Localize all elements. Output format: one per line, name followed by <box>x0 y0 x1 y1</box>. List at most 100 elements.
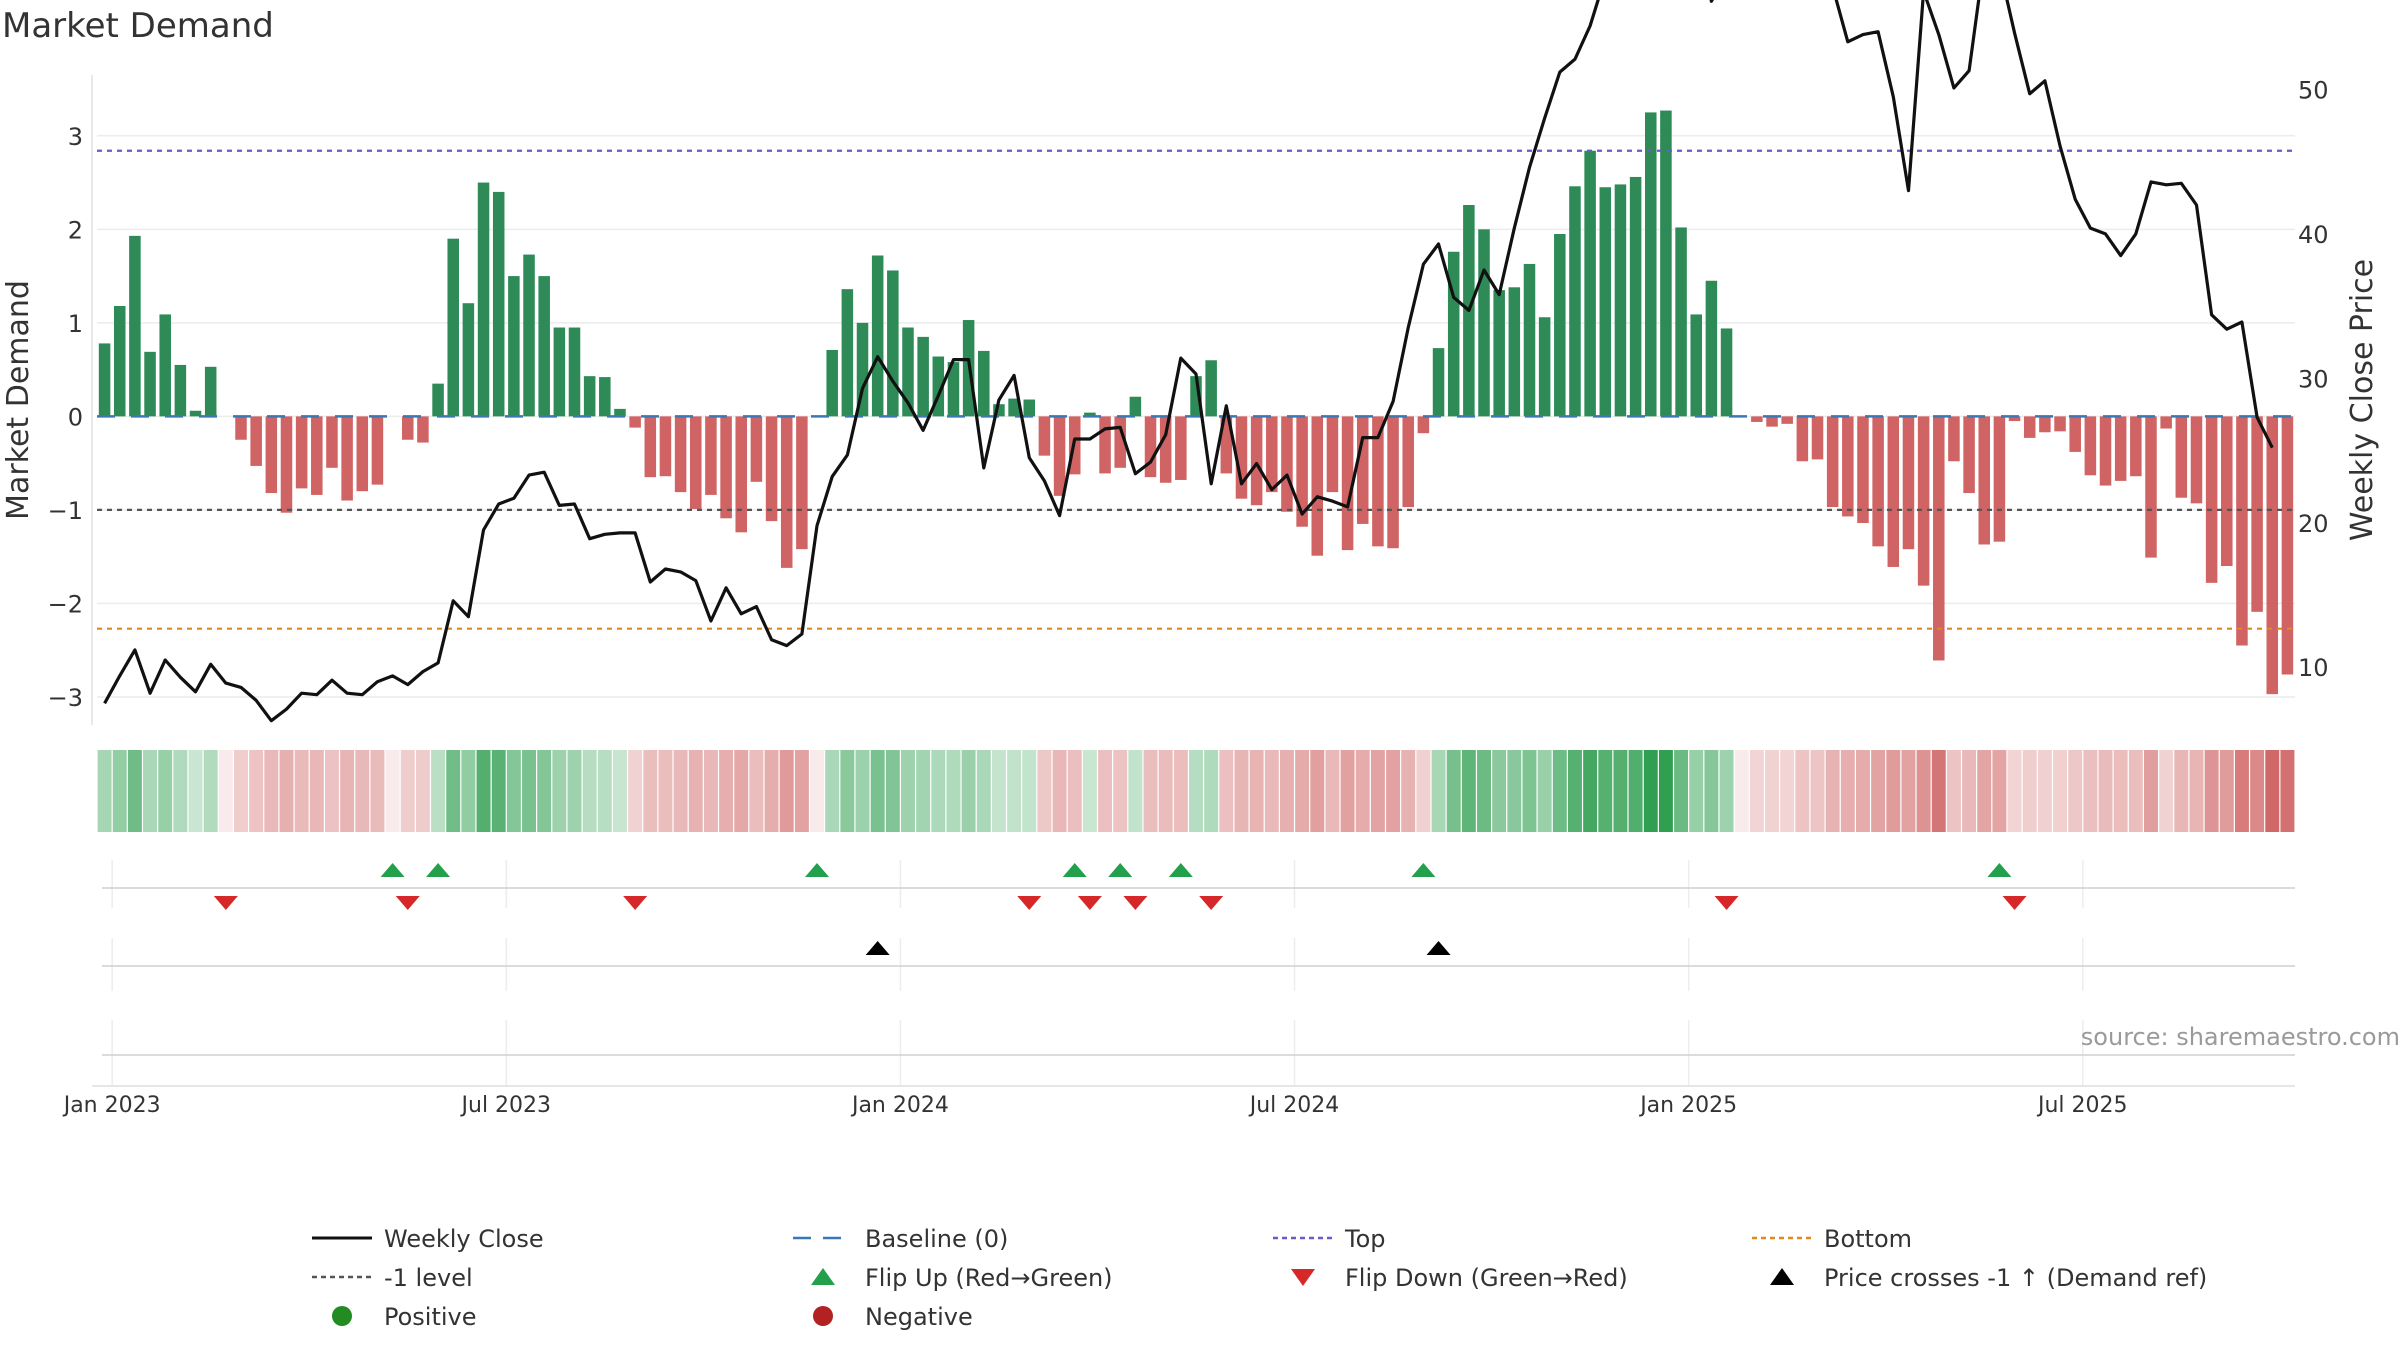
source-text: source: sharemaestro.com <box>2080 1023 2400 1051</box>
legend-label: Baseline (0) <box>865 1225 1008 1253</box>
y-tick-label: 2 <box>68 216 83 244</box>
demand-bar-positive <box>1508 287 1521 417</box>
demand-bar-positive <box>523 254 535 417</box>
demand-bar-positive <box>887 270 899 417</box>
demand-bar-negative <box>1902 416 1915 550</box>
heat-strip-cell <box>2144 750 2158 832</box>
demand-bar-negative <box>1857 416 1869 523</box>
heat-strip-cell <box>203 750 218 832</box>
heat-strip-cell <box>1264 750 1279 832</box>
demand-bar-positive <box>129 235 141 417</box>
heat-strip-cell <box>1856 750 1870 832</box>
demand-bar-negative <box>1766 416 1778 427</box>
heat-strip-cell <box>1719 750 1734 832</box>
heat-strip-cell <box>855 750 870 832</box>
demand-bar-positive <box>568 327 581 417</box>
heat-strip-cell <box>1143 750 1158 832</box>
heat-strip-cell <box>97 750 112 832</box>
demand-bar-negative <box>2175 416 2188 498</box>
flip-down-marker <box>1077 896 1102 910</box>
demand-bar-positive <box>583 376 596 417</box>
heat-strip-cell <box>2280 750 2295 832</box>
demand-bar-negative <box>341 416 353 501</box>
flip-down-marker <box>1017 896 1042 910</box>
heat-strip-cell <box>1522 750 1537 832</box>
heat-strip-cell <box>1583 750 1598 832</box>
heat-strip-cell <box>1689 750 1704 832</box>
demand-bar-positive <box>1599 187 1612 417</box>
heat-strip-cell <box>2234 750 2249 832</box>
heat-strip-cell <box>2159 750 2174 832</box>
heat-strip-cell <box>249 750 264 832</box>
demand-bar-positive <box>947 362 960 417</box>
demand-bar-negative <box>2266 416 2279 695</box>
demand-bar-positive <box>174 364 187 417</box>
heat-strip-cell <box>1370 750 1385 832</box>
heat-strip-cell <box>537 750 552 832</box>
demand-bar-positive <box>492 191 505 417</box>
demand-bar-negative <box>1933 416 1945 661</box>
demand-bar-positive <box>856 322 869 417</box>
y-tick-label: 3 <box>68 123 83 151</box>
heat-strip-cell <box>1204 750 1219 832</box>
heat-strip-cell <box>2250 750 2265 832</box>
heat-strip-cell <box>734 750 749 832</box>
x-month-label: Jul 2025 <box>2036 1093 2128 1118</box>
demand-bar-positive <box>1523 263 1536 417</box>
demand-bar-positive <box>98 343 111 417</box>
demand-bar-negative <box>765 416 778 522</box>
heat-strip-cell <box>1158 750 1173 832</box>
heat-strip-cell <box>946 750 961 832</box>
demand-bar-negative <box>1796 416 1809 462</box>
demand-bar-negative <box>1341 416 1354 551</box>
demand-bar-negative <box>1887 416 1900 567</box>
demand-bar-negative <box>750 416 763 482</box>
heat-strip-cell <box>1355 750 1370 832</box>
demand-bar-positive <box>1205 360 1217 417</box>
y-tick-label: −3 <box>48 684 83 712</box>
demand-bar-negative <box>2221 416 2233 567</box>
heat-strip-cell <box>2128 750 2143 832</box>
demand-bar-negative <box>1993 416 2006 542</box>
demand-bar-negative <box>1281 416 1293 512</box>
demand-bar-positive <box>1569 186 1581 417</box>
heat-strip-cell <box>688 750 703 832</box>
axes: −3 −2 −1 0 1 2 3 10 20 30 40 50 Market Demand Weekly … <box>1 76 2380 1118</box>
y2-tick-label: 20 <box>2298 510 2329 538</box>
flip-down-marker <box>1714 896 1739 910</box>
demand-bar-positive <box>993 404 1005 417</box>
heat-strip-cell <box>2204 750 2219 832</box>
x-month-label: Jul 2023 <box>460 1093 552 1118</box>
demand-bar-negative <box>1099 416 1111 474</box>
legend: Weekly Close Baseline (0) Top Bottom -1 leve… <box>312 1225 2207 1331</box>
heat-strip-cell <box>415 750 430 832</box>
heat-strip-cell <box>476 750 491 832</box>
demand-bar-negative <box>1356 416 1369 524</box>
demand-bar-positive <box>1690 314 1702 417</box>
demand-bar-positive <box>447 238 459 417</box>
demand-bar-negative <box>1326 416 1339 493</box>
demand-bar-positive <box>508 276 520 417</box>
heat-strip-cell <box>431 750 446 832</box>
demand-bar-negative <box>720 416 732 519</box>
demand-bar-negative <box>1402 416 1414 508</box>
heat-strip-cell <box>2083 750 2098 832</box>
heat-strip-cell <box>1401 750 1416 832</box>
heat-strip-cell <box>2053 750 2068 832</box>
heat-strip-cell <box>2007 750 2022 832</box>
demand-bar-positive <box>1447 251 1460 417</box>
heat-strip-cell <box>810 750 825 832</box>
y-tick-label: −2 <box>48 590 83 618</box>
legend-label: Top <box>1344 1225 1386 1253</box>
demand-bar-negative <box>1917 416 1930 586</box>
heat-strip-cell <box>552 750 567 832</box>
heat-strip-cell <box>1219 750 1234 832</box>
flip-up-marker <box>1168 863 1193 877</box>
heat-strip-cell <box>703 750 718 832</box>
heat-strip-cell <box>491 750 506 832</box>
demand-bar-negative <box>2084 416 2097 476</box>
legend-label: -1 level <box>384 1264 473 1292</box>
demand-bar-positive <box>1493 290 1505 417</box>
weekly-close-line <box>103 0 2274 723</box>
demand-bar-negative <box>1296 416 1308 527</box>
